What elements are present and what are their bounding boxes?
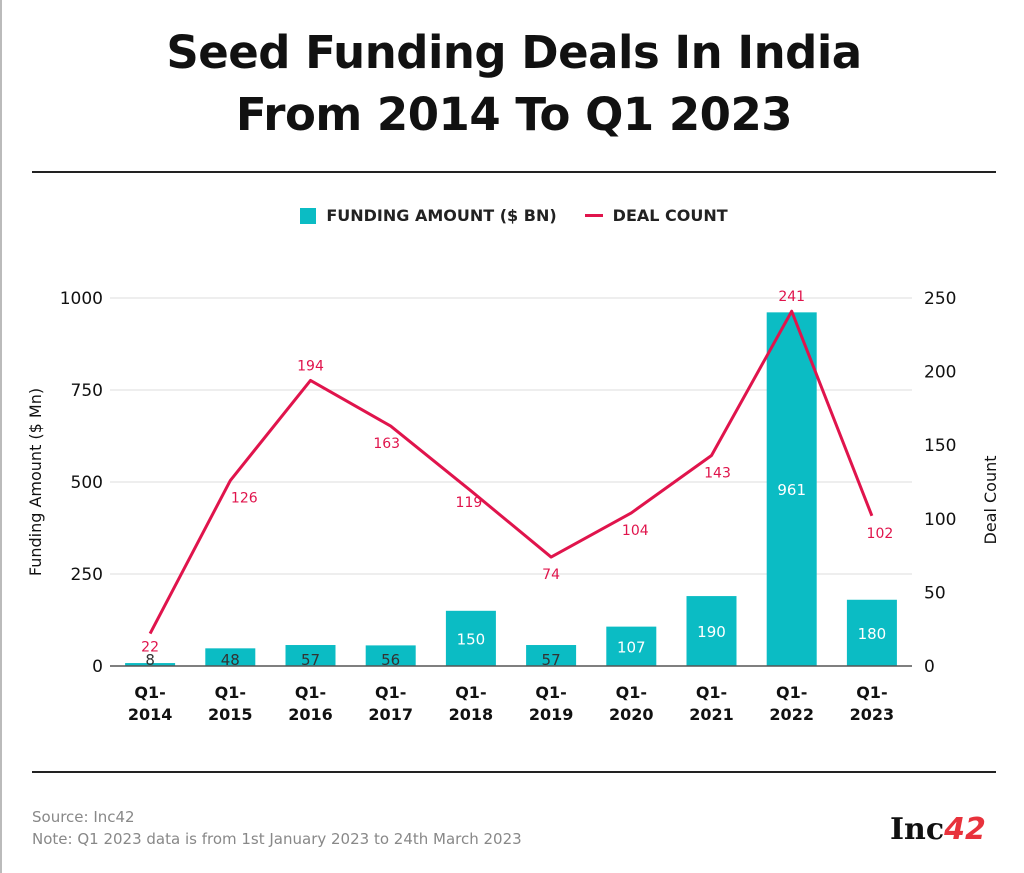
y-right-tick-label: 150 — [924, 436, 956, 456]
x-tick-label-line1: Q1- — [455, 683, 486, 702]
bar-value-label: 8 — [145, 651, 155, 669]
x-tick-label-line2: 2020 — [609, 705, 654, 724]
y-tick-label: 500 — [71, 473, 103, 493]
bar — [125, 663, 176, 666]
bar — [606, 626, 657, 666]
x-tick-label-line1: Q1- — [616, 683, 647, 702]
bar-value-label: 57 — [542, 651, 561, 669]
x-tick-label-line1: Q1- — [535, 683, 566, 702]
bar-value-label: 180 — [858, 625, 887, 643]
y-right-tick-label: 100 — [924, 510, 956, 530]
deal-count-label: 22 — [141, 640, 159, 656]
legend-swatch-bar — [300, 207, 317, 224]
deal-count-label: 143 — [704, 466, 731, 482]
bar-value-label: 107 — [617, 638, 646, 656]
x-tick-label-line1: Q1- — [696, 683, 727, 702]
x-tick-label-line2: 2019 — [529, 705, 574, 724]
y-right-tick-label: 0 — [924, 657, 935, 677]
deal-count-label: 241 — [778, 289, 805, 305]
source-text: Source: Inc42 — [32, 808, 135, 826]
legend-label-funding: FUNDING AMOUNT ($ BN) — [326, 206, 557, 225]
y-axis-title: Funding Amount ($ Mn) — [26, 388, 45, 576]
bar — [445, 610, 496, 666]
x-tick-label-line2: 2023 — [850, 705, 895, 724]
deal-count-label: 194 — [297, 358, 324, 374]
x-tick-label-line1: Q1- — [375, 683, 406, 702]
top-divider — [32, 171, 996, 173]
x-tick-label-line2: 2021 — [689, 705, 734, 724]
chart-title: Seed Funding Deals In India From 2014 To… — [2, 22, 1024, 146]
deal-count-label: 74 — [542, 567, 560, 583]
bar — [285, 645, 336, 666]
y-right-tick-label: 50 — [924, 583, 946, 603]
x-tick-label-line2: 2015 — [208, 705, 253, 724]
x-tick-label-line2: 2018 — [449, 705, 494, 724]
title-line-1: Seed Funding Deals In India — [166, 26, 862, 79]
x-tick-label-line2: 2016 — [288, 705, 333, 724]
x-tick-label-line2: 2017 — [368, 705, 413, 724]
legend: FUNDING AMOUNT ($ BN) DEAL COUNT — [2, 206, 1024, 225]
y-right-tick-label: 200 — [924, 363, 956, 383]
deal-count-label: 102 — [867, 526, 894, 542]
legend-label-deals: DEAL COUNT — [612, 206, 728, 225]
bar-value-label: 56 — [381, 651, 400, 669]
deal-count-line — [148, 309, 874, 635]
bottom-divider — [32, 771, 996, 773]
x-tick-label-line1: Q1- — [776, 683, 807, 702]
x-tick-label-line1: Q1- — [295, 683, 326, 702]
y-tick-label: 250 — [71, 565, 103, 585]
x-tick-label-line1: Q1- — [134, 683, 165, 702]
bar — [526, 645, 577, 666]
y-tick-label: 750 — [71, 381, 103, 401]
note-text: Note: Q1 2023 data is from 1st January 2… — [32, 830, 522, 848]
bar-value-label: 190 — [697, 623, 726, 641]
bar-value-label: 57 — [301, 651, 320, 669]
deal-count-label: 126 — [231, 491, 258, 507]
bar-value-label: 150 — [457, 630, 486, 648]
legend-swatch-line — [584, 214, 603, 217]
deal-count-label: 104 — [622, 523, 649, 539]
inc42-logo: Inc42 — [890, 812, 986, 847]
x-tick-label-line2: 2014 — [128, 705, 173, 724]
bar — [766, 312, 817, 666]
y-right-tick-label: 250 — [924, 289, 956, 309]
y-tick-label: 0 — [92, 657, 103, 677]
x-tick-label-line2: 2022 — [769, 705, 814, 724]
deal-count-label: 163 — [373, 436, 400, 452]
bar — [686, 596, 737, 666]
title-line-2: From 2014 To Q1 2023 — [235, 88, 793, 141]
deal-count-label: 119 — [456, 495, 483, 511]
x-tick-label-line1: Q1- — [856, 683, 887, 702]
bar-value-label: 961 — [777, 481, 806, 499]
bar — [846, 599, 897, 666]
y-right-axis-title: Deal Count — [981, 455, 1000, 544]
legend-item-funding: FUNDING AMOUNT ($ BN) — [300, 206, 557, 225]
bar-value-label: 48 — [221, 651, 240, 669]
legend-item-deals: DEAL COUNT — [584, 206, 728, 225]
bar — [205, 648, 256, 666]
x-tick-label-line1: Q1- — [215, 683, 246, 702]
bar — [365, 645, 416, 666]
y-tick-label: 1000 — [60, 289, 103, 309]
